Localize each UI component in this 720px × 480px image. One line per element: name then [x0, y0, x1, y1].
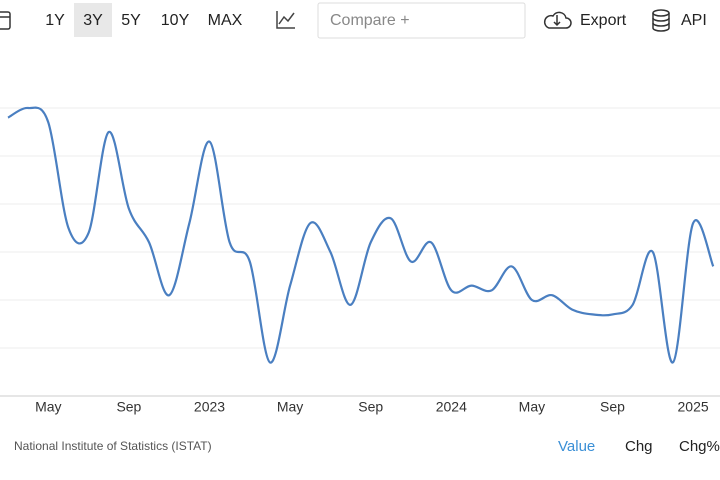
x-tick-label: Sep: [600, 399, 625, 415]
x-tick-label: May: [277, 399, 303, 415]
range-button[interactable]: 10Y: [161, 12, 190, 29]
api-icon[interactable]: [652, 9, 670, 32]
x-tick-label: May: [519, 399, 545, 415]
compare-input[interactable]: Compare +: [330, 12, 410, 29]
x-tick-label: 2025: [678, 399, 709, 415]
footer-tab[interactable]: Value: [558, 438, 595, 455]
export-button[interactable]: Export: [580, 12, 627, 29]
data-line: [7, 106, 715, 364]
source-label: National Institute of Statistics (ISTAT): [14, 439, 212, 453]
range-selected-bg: [74, 3, 112, 37]
calendar-icon[interactable]: [0, 11, 11, 30]
x-tick-label: Sep: [358, 399, 383, 415]
range-button[interactable]: MAX: [208, 12, 243, 29]
footer-tab[interactable]: Chg: [625, 438, 653, 455]
chart-type-icon[interactable]: [276, 11, 295, 29]
range-button[interactable]: 3Y: [83, 12, 103, 29]
x-tick-label: 2024: [436, 399, 467, 415]
compare-box[interactable]: [317, 2, 526, 39]
range-button[interactable]: 1Y: [45, 12, 65, 29]
x-tick-label: Sep: [116, 399, 141, 415]
range-button[interactable]: 5Y: [121, 12, 141, 29]
x-tick-label: 2023: [194, 399, 225, 415]
api-button[interactable]: API: [681, 12, 707, 29]
export-icon[interactable]: [543, 11, 572, 29]
footer-tab[interactable]: Chg%: [679, 438, 720, 455]
x-tick-label: May: [35, 399, 61, 415]
